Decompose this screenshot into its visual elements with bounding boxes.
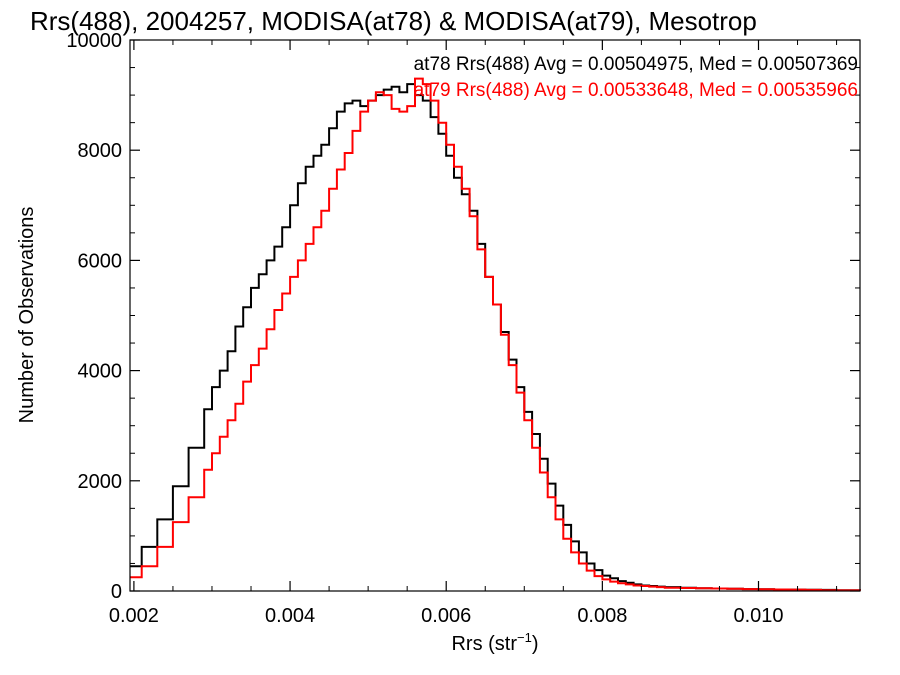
y-tick-label: 2000 (78, 471, 123, 493)
x-axis: 0.002 0.004 0.006 0.008 0.010 (109, 40, 838, 627)
x-tick-label: 0.008 (577, 605, 627, 627)
x-axis-label-sup: −1 (517, 630, 532, 645)
x-axis-label-close: ) (532, 633, 539, 655)
y-tick-label: 6000 (78, 250, 123, 272)
x-tick-label: 0.002 (109, 605, 159, 627)
x-tick-label: 0.004 (265, 605, 315, 627)
series-layer (130, 77, 861, 592)
annotation-at78: at78 Rrs(488) Avg = 0.00504975, Med = 0.… (414, 54, 858, 75)
series-line-at79 (130, 77, 861, 592)
chart-title: Rrs(488), 2004257, MODISA(at78) & MODISA… (30, 6, 757, 36)
annotation-at79: at79 Rrs(488) Avg = 0.00533648, Med = 0.… (414, 80, 858, 101)
y-tick-label: 10000 (66, 30, 122, 52)
x-axis-label-text: Rrs (str (451, 633, 517, 655)
x-tick-label: 0.010 (733, 605, 783, 627)
y-tick-label: 0 (111, 581, 122, 603)
x-axis-label: Rrs (str−1) (451, 630, 538, 655)
y-tick-label: 4000 (78, 361, 123, 383)
y-tick-label: 8000 (78, 140, 123, 162)
y-axis: 0 2000 4000 6000 8000 10000 (66, 30, 860, 603)
x-tick-label: 0.006 (421, 605, 471, 627)
y-axis-label: Number of Observations (16, 207, 38, 424)
